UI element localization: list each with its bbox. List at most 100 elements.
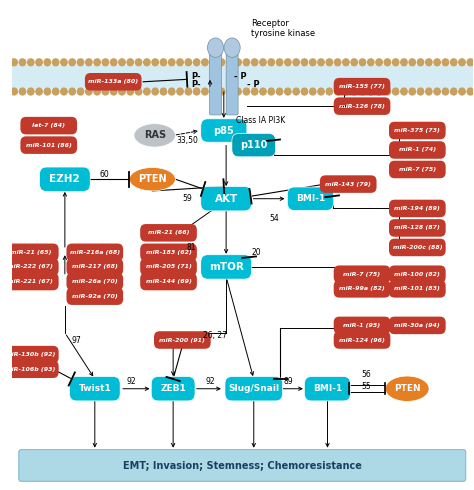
Text: miR-101 (83): miR-101 (83) — [394, 286, 440, 292]
Circle shape — [426, 59, 432, 66]
Circle shape — [119, 59, 125, 66]
Circle shape — [293, 88, 300, 95]
Circle shape — [434, 88, 440, 95]
FancyBboxPatch shape — [66, 244, 123, 261]
Text: miR-144 (69): miR-144 (69) — [146, 279, 191, 284]
Circle shape — [243, 59, 250, 66]
Text: RAS: RAS — [144, 130, 166, 140]
Circle shape — [392, 59, 399, 66]
Circle shape — [467, 88, 474, 95]
Text: miR-21 (66): miR-21 (66) — [148, 230, 189, 235]
Circle shape — [401, 59, 407, 66]
Circle shape — [119, 88, 125, 95]
Circle shape — [202, 59, 208, 66]
Circle shape — [252, 59, 258, 66]
Circle shape — [459, 88, 465, 95]
Text: 92: 92 — [205, 377, 215, 386]
Circle shape — [44, 59, 51, 66]
Circle shape — [102, 88, 109, 95]
Circle shape — [293, 59, 300, 66]
FancyBboxPatch shape — [20, 117, 77, 134]
Text: miR-130b (92): miR-130b (92) — [5, 352, 55, 357]
Text: PTEN: PTEN — [394, 384, 420, 393]
Text: miR-106b (93): miR-106b (93) — [5, 367, 55, 372]
Circle shape — [53, 59, 59, 66]
Text: miR-124 (96): miR-124 (96) — [339, 338, 385, 343]
Circle shape — [326, 88, 333, 95]
Text: miR-128 (87): miR-128 (87) — [394, 225, 440, 230]
FancyBboxPatch shape — [66, 258, 123, 276]
Text: 89: 89 — [283, 377, 293, 386]
Text: miR-21 (65): miR-21 (65) — [9, 250, 51, 255]
Circle shape — [27, 59, 34, 66]
Text: miR-217 (68): miR-217 (68) — [72, 265, 118, 270]
Text: miR-126 (78): miR-126 (78) — [339, 104, 385, 109]
FancyBboxPatch shape — [304, 376, 350, 401]
Circle shape — [260, 88, 266, 95]
Text: miR-100 (82): miR-100 (82) — [394, 272, 440, 277]
Circle shape — [284, 59, 291, 66]
Circle shape — [11, 88, 18, 95]
FancyBboxPatch shape — [2, 346, 59, 364]
Circle shape — [409, 59, 416, 66]
Text: P-: P- — [191, 73, 201, 81]
Circle shape — [334, 59, 341, 66]
Text: miR-200 (91): miR-200 (91) — [159, 338, 205, 343]
Circle shape — [450, 88, 457, 95]
Text: 60: 60 — [99, 170, 109, 179]
Text: 54: 54 — [270, 214, 279, 222]
Circle shape — [136, 88, 142, 95]
Circle shape — [160, 59, 167, 66]
FancyBboxPatch shape — [66, 273, 123, 290]
Circle shape — [276, 59, 283, 66]
Circle shape — [409, 88, 416, 95]
FancyBboxPatch shape — [201, 119, 247, 142]
Circle shape — [77, 59, 84, 66]
Circle shape — [417, 88, 424, 95]
Text: miR-216a (68): miR-216a (68) — [70, 250, 120, 255]
Circle shape — [376, 88, 383, 95]
Text: 20: 20 — [251, 248, 261, 257]
Text: 55: 55 — [362, 382, 372, 391]
Text: miR-30a (94): miR-30a (94) — [394, 323, 440, 328]
Circle shape — [185, 88, 191, 95]
Text: miR-99a (82): miR-99a (82) — [339, 286, 385, 292]
Circle shape — [401, 88, 407, 95]
FancyBboxPatch shape — [232, 133, 276, 157]
Text: miR-155 (77): miR-155 (77) — [339, 84, 385, 89]
FancyBboxPatch shape — [201, 255, 252, 279]
Circle shape — [69, 59, 75, 66]
Text: miR-7 (75): miR-7 (75) — [344, 272, 381, 277]
FancyBboxPatch shape — [201, 187, 252, 211]
Text: 97: 97 — [72, 336, 81, 344]
Circle shape — [392, 88, 399, 95]
Text: tyrosine kinase: tyrosine kinase — [252, 28, 316, 38]
Circle shape — [169, 88, 175, 95]
Circle shape — [193, 88, 200, 95]
Circle shape — [102, 59, 109, 66]
Circle shape — [426, 88, 432, 95]
FancyBboxPatch shape — [389, 280, 446, 297]
Text: miR-222 (67): miR-222 (67) — [8, 265, 53, 270]
Circle shape — [268, 59, 274, 66]
Text: miR-375 (73): miR-375 (73) — [394, 128, 440, 133]
Circle shape — [351, 88, 357, 95]
Circle shape — [417, 59, 424, 66]
Circle shape — [127, 88, 134, 95]
Text: EZH2: EZH2 — [49, 174, 80, 184]
Text: p85: p85 — [213, 125, 234, 136]
Circle shape — [318, 59, 324, 66]
Circle shape — [467, 59, 474, 66]
Text: miR-194 (89): miR-194 (89) — [394, 206, 440, 211]
Circle shape — [450, 59, 457, 66]
Circle shape — [268, 88, 274, 95]
Circle shape — [459, 59, 465, 66]
Circle shape — [144, 59, 150, 66]
Circle shape — [210, 59, 217, 66]
Circle shape — [301, 88, 308, 95]
Circle shape — [243, 88, 250, 95]
Text: miR-205 (71): miR-205 (71) — [146, 265, 191, 270]
Text: ZEB1: ZEB1 — [160, 384, 186, 393]
Circle shape — [367, 59, 374, 66]
Circle shape — [53, 88, 59, 95]
